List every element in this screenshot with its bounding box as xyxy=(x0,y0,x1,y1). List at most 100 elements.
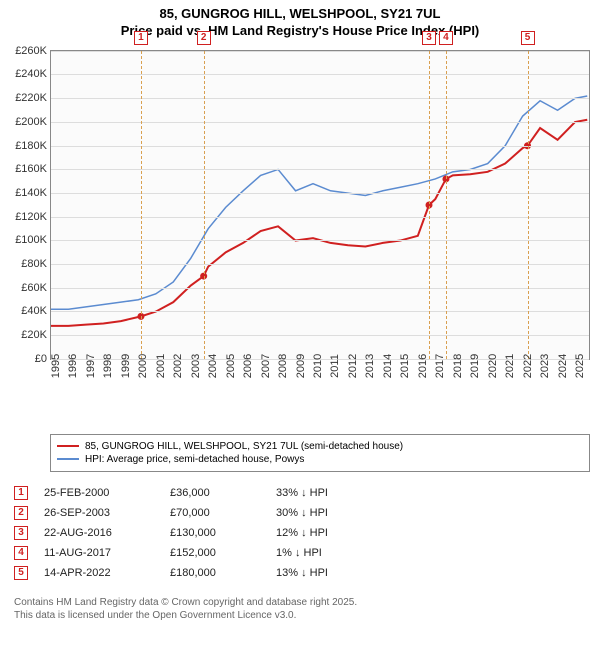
callout-box: 5 xyxy=(521,31,535,45)
row-number-box: 5 xyxy=(14,566,28,580)
y-tick-label: £80K xyxy=(21,258,51,270)
row-price: £130,000 xyxy=(170,527,260,539)
row-number-box: 1 xyxy=(14,486,28,500)
legend: 85, GUNGROG HILL, WELSHPOOL, SY21 7UL (s… xyxy=(50,434,590,472)
row-number-box: 2 xyxy=(14,506,28,520)
x-tick-label: 1998 xyxy=(102,354,114,378)
row-date: 22-AUG-2016 xyxy=(44,527,154,539)
x-tick-label: 2005 xyxy=(225,354,237,378)
row-number-box: 3 xyxy=(14,526,28,540)
callout-box: 3 xyxy=(422,31,436,45)
legend-label: 85, GUNGROG HILL, WELSHPOOL, SY21 7UL (s… xyxy=(85,441,403,452)
x-tick-label: 2022 xyxy=(522,354,534,378)
row-date: 11-AUG-2017 xyxy=(44,547,154,559)
row-price: £36,000 xyxy=(170,487,260,499)
footer-line-1: Contains HM Land Registry data © Crown c… xyxy=(14,596,590,609)
series-line xyxy=(51,119,587,325)
callout-box: 1 xyxy=(134,31,148,45)
row-price: £180,000 xyxy=(170,567,260,579)
x-tick-label: 2023 xyxy=(539,354,551,378)
y-tick-label: £200K xyxy=(15,116,51,128)
x-tick-label: 2008 xyxy=(277,354,289,378)
row-date: 14-APR-2022 xyxy=(44,567,154,579)
y-tick-label: £120K xyxy=(15,211,51,223)
row-diff: 30% ↓ HPI xyxy=(276,507,386,519)
x-tick-label: 2020 xyxy=(487,354,499,378)
x-axis-labels: 1995199619971998199920002001200220032004… xyxy=(50,362,590,422)
table-row: 2 26-SEP-2003 £70,000 30% ↓ HPI xyxy=(14,506,590,520)
y-tick-label: £220K xyxy=(15,92,51,104)
x-tick-label: 2001 xyxy=(155,354,167,378)
row-price: £152,000 xyxy=(170,547,260,559)
legend-row: 85, GUNGROG HILL, WELSHPOOL, SY21 7UL (s… xyxy=(57,441,583,452)
y-tick-label: £160K xyxy=(15,163,51,175)
x-tick-label: 1997 xyxy=(85,354,97,378)
legend-label: HPI: Average price, semi-detached house,… xyxy=(85,454,304,465)
callout-line xyxy=(204,51,205,359)
x-tick-label: 2002 xyxy=(172,354,184,378)
y-tick-label: £100K xyxy=(15,234,51,246)
legend-row: HPI: Average price, semi-detached house,… xyxy=(57,454,583,465)
plot-region: £0£20K£40K£60K£80K£100K£120K£140K£160K£1… xyxy=(50,50,590,360)
x-tick-label: 1996 xyxy=(67,354,79,378)
callout-line xyxy=(528,51,529,359)
chart-svg xyxy=(51,51,589,359)
legend-swatch xyxy=(57,458,79,460)
table-row: 1 25-FEB-2000 £36,000 33% ↓ HPI xyxy=(14,486,590,500)
row-diff: 13% ↓ HPI xyxy=(276,567,386,579)
callout-line xyxy=(429,51,430,359)
title-line-1: 85, GUNGROG HILL, WELSHPOOL, SY21 7UL xyxy=(4,6,596,23)
x-tick-label: 2017 xyxy=(434,354,446,378)
y-tick-label: £140K xyxy=(15,187,51,199)
table-row: 4 11-AUG-2017 £152,000 1% ↓ HPI xyxy=(14,546,590,560)
x-tick-label: 2010 xyxy=(312,354,324,378)
x-tick-label: 2006 xyxy=(242,354,254,378)
x-tick-label: 2019 xyxy=(469,354,481,378)
y-tick-label: £0 xyxy=(35,353,51,365)
callout-box: 4 xyxy=(439,31,453,45)
row-date: 26-SEP-2003 xyxy=(44,507,154,519)
x-tick-label: 2021 xyxy=(504,354,516,378)
y-tick-label: £20K xyxy=(21,329,51,341)
row-number-box: 4 xyxy=(14,546,28,560)
y-tick-label: £40K xyxy=(21,305,51,317)
legend-swatch xyxy=(57,445,79,447)
row-date: 25-FEB-2000 xyxy=(44,487,154,499)
callout-box: 2 xyxy=(197,31,211,45)
x-tick-label: 2011 xyxy=(329,354,341,378)
x-tick-label: 2000 xyxy=(137,354,149,378)
table-row: 3 22-AUG-2016 £130,000 12% ↓ HPI xyxy=(14,526,590,540)
x-tick-label: 2009 xyxy=(295,354,307,378)
footer-line-2: This data is licensed under the Open Gov… xyxy=(14,609,590,622)
y-tick-label: £180K xyxy=(15,140,51,152)
row-price: £70,000 xyxy=(170,507,260,519)
title-block: 85, GUNGROG HILL, WELSHPOOL, SY21 7UL Pr… xyxy=(0,0,600,42)
x-tick-label: 2016 xyxy=(417,354,429,378)
callout-line xyxy=(446,51,447,359)
x-tick-label: 1999 xyxy=(120,354,132,378)
x-tick-label: 2003 xyxy=(190,354,202,378)
sales-table: 1 25-FEB-2000 £36,000 33% ↓ HPI 2 26-SEP-2003… xyxy=(14,480,590,586)
table-row: 5 14-APR-2022 £180,000 13% ↓ HPI xyxy=(14,566,590,580)
row-diff: 12% ↓ HPI xyxy=(276,527,386,539)
x-tick-label: 2025 xyxy=(574,354,586,378)
y-tick-label: £240K xyxy=(15,68,51,80)
footer: Contains HM Land Registry data © Crown c… xyxy=(14,596,590,622)
series-line xyxy=(51,96,587,309)
title-line-2: Price paid vs. HM Land Registry's House … xyxy=(4,23,596,40)
y-tick-label: £60K xyxy=(21,282,51,294)
x-tick-label: 2004 xyxy=(207,354,219,378)
x-tick-label: 2015 xyxy=(399,354,411,378)
x-tick-label: 2007 xyxy=(260,354,272,378)
x-tick-label: 1995 xyxy=(50,354,62,378)
callout-line xyxy=(141,51,142,359)
x-tick-label: 2018 xyxy=(452,354,464,378)
row-diff: 1% ↓ HPI xyxy=(276,547,386,559)
x-tick-label: 2014 xyxy=(382,354,394,378)
x-tick-label: 2013 xyxy=(364,354,376,378)
chart-area: £0 £20K £40K £60K £80K £100K £120K £140K £160K £1… xyxy=(0,42,600,432)
row-diff: 33% ↓ HPI xyxy=(276,487,386,499)
x-tick-label: 2024 xyxy=(557,354,569,378)
y-tick-label: £260K xyxy=(15,45,51,57)
x-tick-label: 2012 xyxy=(347,354,359,378)
